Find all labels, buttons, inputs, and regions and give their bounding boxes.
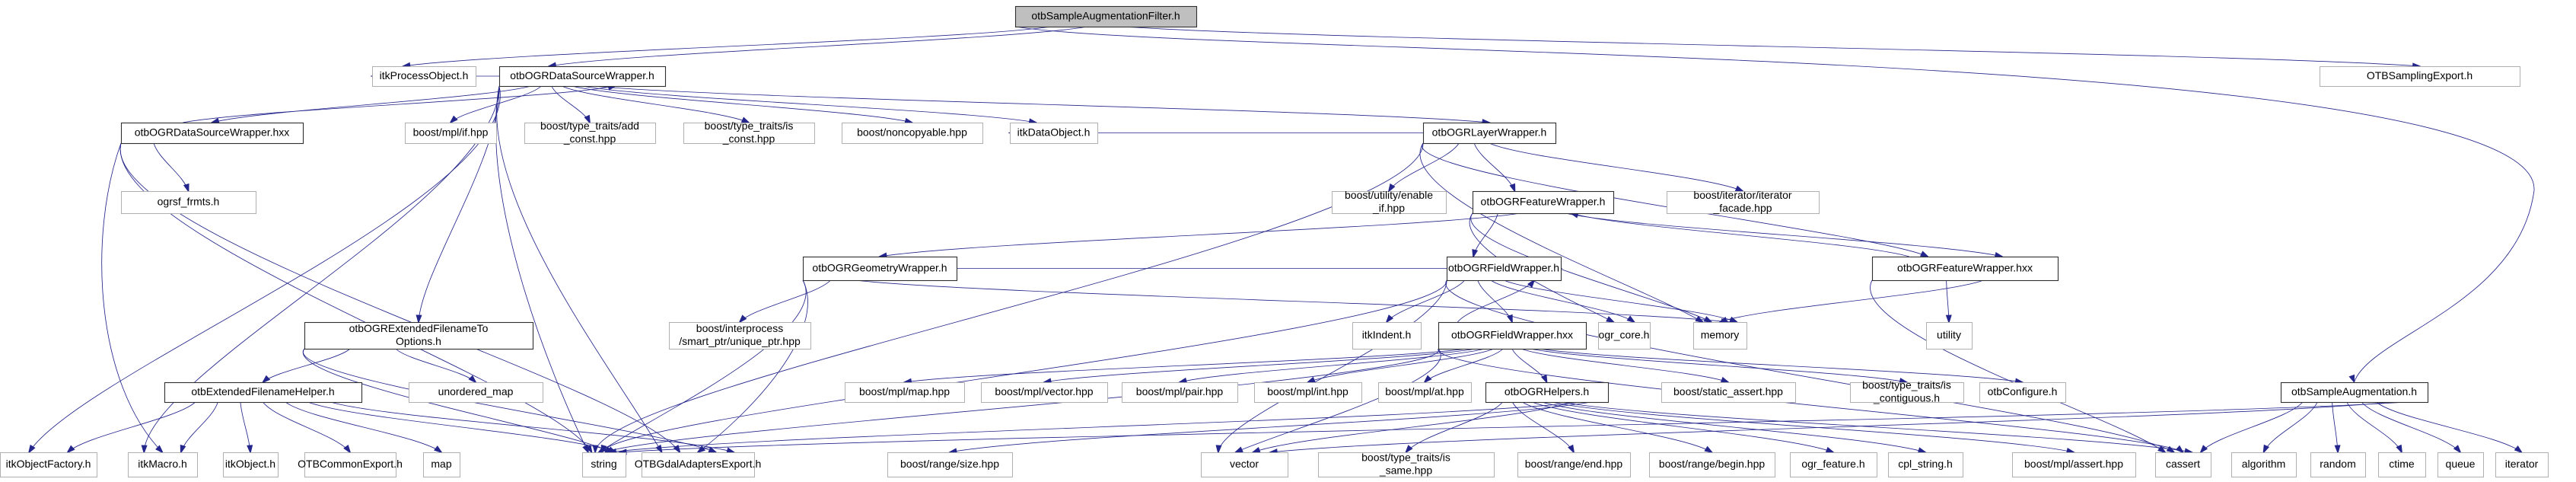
svg-text:cassert: cassert — [2166, 458, 2200, 470]
svg-text:otbOGRGeometryWrapper.h: otbOGRGeometryWrapper.h — [812, 262, 947, 274]
svg-text:/smart_ptr/unique_ptr.hpp: /smart_ptr/unique_ptr.hpp — [679, 335, 801, 347]
svg-text:boost/iterator/iterator: boost/iterator/iterator — [1693, 189, 1792, 201]
svg-text:otbSampleAugmentationFilter.h: otbSampleAugmentationFilter.h — [1031, 10, 1180, 22]
svg-text:iterator: iterator — [2505, 458, 2539, 470]
svg-text:_if.hpp: _if.hpp — [1372, 202, 1405, 214]
svg-text:itkProcessObject.h: itkProcessObject.h — [380, 69, 469, 81]
svg-text:otbOGRDataSourceWrapper.h: otbOGRDataSourceWrapper.h — [510, 69, 654, 81]
svg-text:ogrsf_frmts.h: ogrsf_frmts.h — [158, 196, 220, 208]
svg-text:itkIndent.h: itkIndent.h — [1362, 329, 1412, 341]
svg-text:boost/type_traits/is: boost/type_traits/is — [1361, 452, 1450, 464]
svg-text:_const.hpp: _const.hpp — [722, 132, 775, 145]
svg-text:otbOGRDataSourceWrapper.hxx: otbOGRDataSourceWrapper.hxx — [135, 126, 290, 139]
svg-text:OTBSamplingExport.h: OTBSamplingExport.h — [2367, 69, 2473, 81]
svg-text:boost/range/size.hpp: boost/range/size.hpp — [900, 458, 999, 470]
svg-text:string: string — [591, 458, 616, 470]
svg-text:OTBGdalAdaptersExport.h: OTBGdalAdaptersExport.h — [635, 458, 762, 470]
svg-text:Options.h: Options.h — [396, 335, 441, 347]
svg-text:map: map — [431, 458, 451, 470]
svg-text:otbOGRLayerWrapper.h: otbOGRLayerWrapper.h — [1432, 126, 1547, 139]
svg-text:otbExtendedFilenameHelper.h: otbExtendedFilenameHelper.h — [191, 385, 334, 397]
svg-text:boost/mpl/vector.hpp: boost/mpl/vector.hpp — [995, 385, 1093, 397]
svg-text:vector: vector — [1230, 458, 1259, 470]
svg-text:otbOGRFieldWrapper.hxx: otbOGRFieldWrapper.hxx — [1451, 329, 1573, 341]
svg-text:boost/type_traits/is: boost/type_traits/is — [705, 120, 794, 132]
svg-text:itkMacro.h: itkMacro.h — [138, 458, 187, 470]
svg-text:ogr_feature.h: ogr_feature.h — [1801, 458, 1864, 470]
svg-text:unordered_map: unordered_map — [438, 385, 514, 397]
svg-text:itkDataObject.h: itkDataObject.h — [1017, 126, 1091, 139]
svg-text:_const.hpp: _const.hpp — [563, 132, 616, 145]
svg-text:ogr_core.h: ogr_core.h — [1599, 329, 1650, 341]
svg-text:boost/static_assert.hpp: boost/static_assert.hpp — [1673, 385, 1783, 397]
svg-text:boost/type_traits/is: boost/type_traits/is — [1862, 379, 1951, 391]
svg-text:algorithm: algorithm — [2242, 458, 2286, 470]
svg-text:_same.hpp: _same.hpp — [1379, 464, 1432, 477]
svg-text:boost/mpl/at.hpp: boost/mpl/at.hpp — [1385, 385, 1464, 397]
svg-text:boost/mpl/assert.hpp: boost/mpl/assert.hpp — [2024, 458, 2123, 470]
svg-text:itkObject.h: itkObject.h — [225, 458, 275, 470]
svg-text:cpl_string.h: cpl_string.h — [1898, 458, 1953, 470]
svg-text:boost/range/begin.hpp: boost/range/begin.hpp — [1659, 458, 1766, 470]
svg-text:otbOGRHelpers.h: otbOGRHelpers.h — [1505, 385, 1589, 397]
svg-text:boost/type_traits/add: boost/type_traits/add — [540, 120, 639, 132]
svg-text:otbOGRExtendedFilenameTo: otbOGRExtendedFilenameTo — [349, 322, 489, 334]
svg-text:otbOGRFeatureWrapper.h: otbOGRFeatureWrapper.h — [1481, 196, 1606, 208]
svg-text:boost/mpl/pair.hpp: boost/mpl/pair.hpp — [1136, 385, 1224, 397]
svg-text:itkObjectFactory.h: itkObjectFactory.h — [6, 458, 91, 470]
svg-text:boost/noncopyable.hpp: boost/noncopyable.hpp — [857, 126, 967, 139]
svg-text:boost/interprocess: boost/interprocess — [696, 322, 783, 334]
svg-text:boost/utility/enable: boost/utility/enable — [1345, 189, 1433, 201]
svg-text:queue: queue — [2446, 458, 2476, 470]
svg-text:boost/range/end.hpp: boost/range/end.hpp — [1525, 458, 1623, 470]
svg-text:otbOGRFeatureWrapper.hxx: otbOGRFeatureWrapper.hxx — [1897, 262, 2033, 274]
svg-text:utility: utility — [1937, 329, 1961, 341]
svg-text:otbSampleAugmentation.h: otbSampleAugmentation.h — [2291, 385, 2417, 397]
svg-text:memory: memory — [1701, 329, 1740, 341]
svg-text:_contiguous.h: _contiguous.h — [1873, 392, 1940, 404]
svg-text:random: random — [2320, 458, 2355, 470]
svg-text:boost/mpl/map.hpp: boost/mpl/map.hpp — [859, 385, 950, 397]
svg-text:boost/mpl/if.hpp: boost/mpl/if.hpp — [413, 126, 489, 139]
svg-text:OTBCommonExport.h: OTBCommonExport.h — [298, 458, 403, 470]
svg-text:ctime: ctime — [2389, 458, 2415, 470]
svg-text:otbConfigure.h: otbConfigure.h — [1988, 385, 2058, 397]
svg-text:_facade.hpp: _facade.hpp — [1712, 202, 1772, 214]
svg-text:otbOGRFieldWrapper.h: otbOGRFieldWrapper.h — [1448, 262, 1559, 274]
svg-text:boost/mpl/int.hpp: boost/mpl/int.hpp — [1267, 385, 1348, 397]
